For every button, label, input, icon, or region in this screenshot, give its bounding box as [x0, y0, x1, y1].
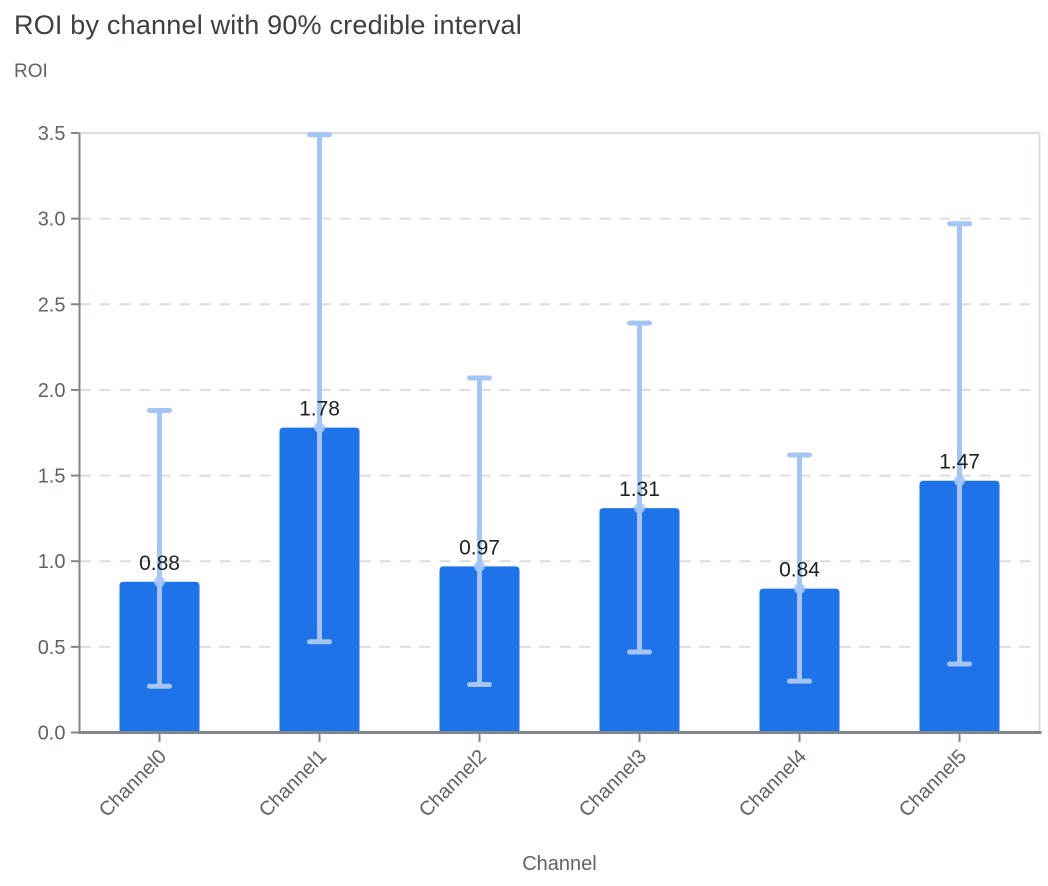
bar-value-label: 1.31 — [619, 478, 660, 501]
y-tick-label: 1.0 — [38, 551, 66, 573]
bar-value-label: 0.84 — [779, 559, 820, 582]
x-tick-label-channel0: Channel0 — [95, 745, 171, 821]
x-tick-label-channel1: Channel1 — [255, 745, 331, 821]
x-tick-label-channel5: Channel5 — [895, 745, 971, 821]
y-tick-label: 3.0 — [38, 209, 66, 231]
y-tick-label: 1.5 — [38, 466, 66, 488]
chart-title: ROI by channel with 90% credible interva… — [14, 10, 522, 40]
mean-marker — [474, 560, 485, 572]
y-axis-title: ROI — [14, 61, 48, 82]
y-tick-label: 0.0 — [38, 723, 66, 745]
mean-marker — [314, 422, 325, 434]
x-axis-title: Channel — [522, 853, 597, 875]
bar-value-label: 1.78 — [299, 398, 340, 421]
bar-value-label: 1.47 — [939, 451, 980, 474]
mean-marker — [954, 475, 965, 487]
y-tick-label: 2.0 — [38, 380, 66, 402]
y-tick-label: 3.5 — [38, 123, 66, 145]
mean-marker — [634, 502, 645, 514]
x-tick-label-channel2: Channel2 — [415, 745, 491, 821]
bar-value-label: 0.97 — [459, 536, 500, 559]
x-tick-label-channel4: Channel4 — [735, 745, 811, 821]
mean-marker — [794, 583, 805, 595]
mean-marker — [154, 576, 165, 588]
x-tick-label-channel3: Channel3 — [575, 745, 651, 821]
y-tick-label: 0.5 — [38, 637, 66, 659]
y-tick-label: 2.5 — [38, 294, 66, 316]
bar-value-label: 0.88 — [139, 552, 180, 575]
